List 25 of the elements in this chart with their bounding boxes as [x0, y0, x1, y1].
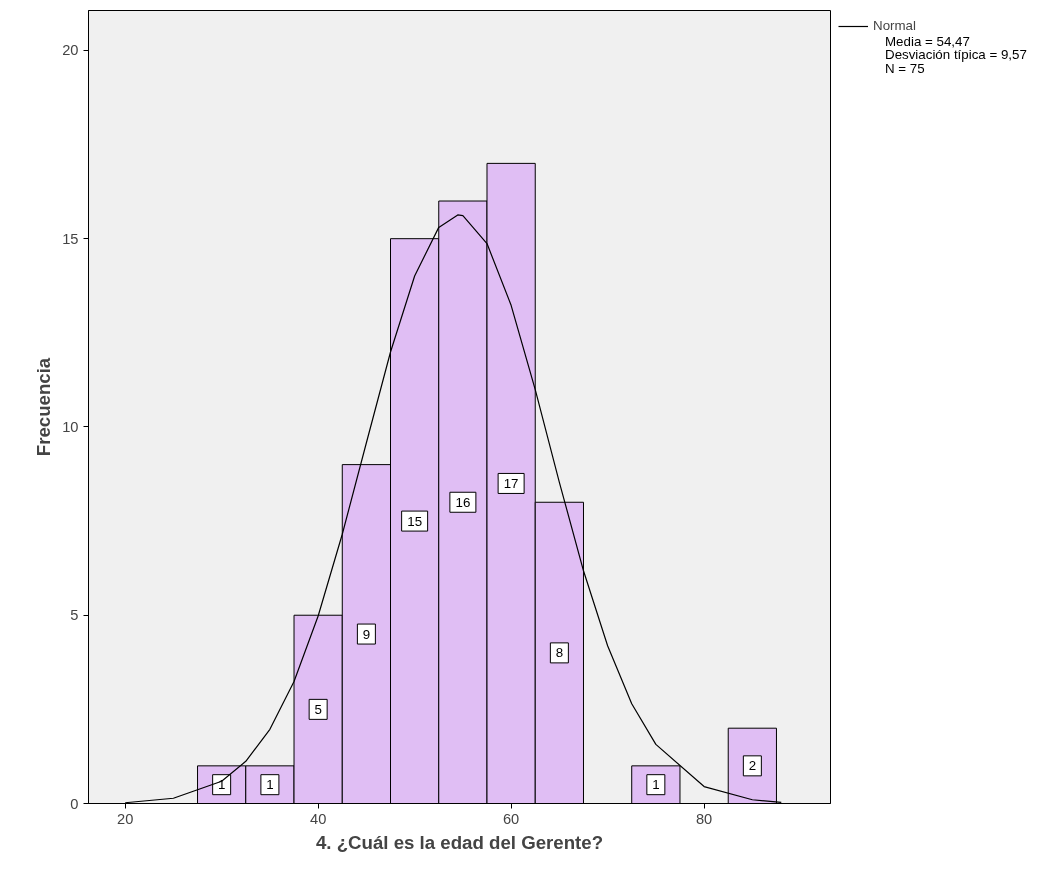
data-label: 2: [748, 758, 757, 774]
y-tick-label: 10: [62, 418, 79, 435]
x-axis-title: 4. ¿Cuál es la edad del Gerente?: [315, 831, 604, 853]
x-tick-label: 40: [309, 810, 327, 827]
x-tick-label: 80: [695, 810, 713, 827]
data-label: 1: [652, 777, 660, 793]
x-tick-label: 20: [117, 810, 134, 827]
y-tick-label: 0: [70, 795, 79, 812]
data-label: 8: [555, 645, 564, 661]
text: N = 75: [885, 60, 925, 76]
data-label: 5: [314, 701, 322, 717]
data-label: 1: [266, 777, 274, 793]
data-label: 9: [362, 626, 371, 642]
text: Media = 54,47: [885, 34, 970, 49]
text: Desviación típica = 9,57: [885, 47, 1027, 63]
data-label: 1: [217, 777, 226, 793]
y-axis-title: Frecuencia: [33, 357, 55, 457]
data-label: 17: [503, 475, 519, 491]
x-tick-label: 60: [502, 810, 520, 827]
y-tick-label: 5: [70, 607, 79, 624]
y-tick-label: 20: [62, 42, 79, 59]
y-tick-label: 15: [62, 230, 79, 247]
data-label: 15: [407, 513, 423, 529]
data-label: 16: [455, 494, 471, 510]
legend-label: Normal: [873, 18, 916, 33]
